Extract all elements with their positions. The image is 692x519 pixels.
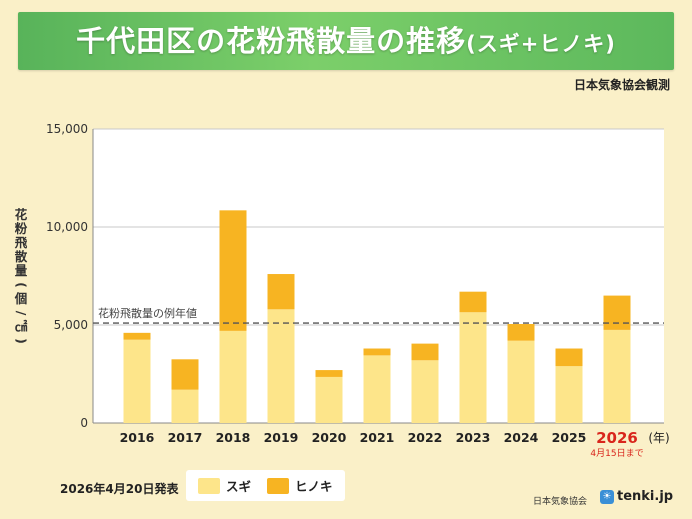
x-tick-label: 2026 <box>596 429 638 447</box>
bar-hinoki <box>459 291 487 313</box>
sun-cloud-logo-icon: ☀ <box>600 489 614 504</box>
bar-sugi <box>363 355 391 423</box>
legend-swatch-hinoki <box>267 477 290 494</box>
x-tick-label: 2017 <box>168 430 203 445</box>
announce-date: 2026年4月20日発表 <box>60 482 179 496</box>
legend-swatch-sugi <box>198 477 220 494</box>
chart-title: 千代田区の花粉飛散量の推移(スギ+ヒノキ) <box>18 12 674 70</box>
bar-sugi <box>267 309 295 423</box>
bar-sugi <box>507 340 535 423</box>
footer-org: 日本気象協会 <box>533 497 588 507</box>
legend-label-hinoki: ヒノキ <box>295 479 333 494</box>
bar-hinoki <box>555 348 583 367</box>
x-axis-unit: (年) <box>648 431 669 445</box>
chart-title-main: 千代田区の花粉飛散量の推移 <box>76 24 467 58</box>
x-tick-label: 2021 <box>360 430 395 445</box>
chart-title-sub: (スギ+ヒノキ) <box>466 32 616 56</box>
bar-hinoki <box>603 295 631 330</box>
legend: スギ ヒノキ <box>186 470 345 501</box>
bar-sugi <box>555 366 583 423</box>
x-tick-label: 2018 <box>216 430 251 445</box>
observation-source: 日本気象協会観測 <box>573 78 670 92</box>
bar-sugi <box>315 376 343 423</box>
bar-hinoki <box>123 332 151 340</box>
bar-sugi <box>603 329 631 423</box>
y-tick-label: 15,000 <box>46 122 88 136</box>
y-tick-label: 10,000 <box>46 220 88 234</box>
x-tick-label: 2016 <box>120 430 155 445</box>
bar-sugi <box>459 312 487 423</box>
title-banner: 千代田区の花粉飛散量の推移(スギ+ヒノキ) <box>18 12 674 70</box>
bar-hinoki <box>267 274 295 310</box>
x-tick-label: 2020 <box>312 430 347 445</box>
bar-hinoki <box>219 210 247 331</box>
y-tick-label: 5,000 <box>54 318 88 332</box>
brand[interactable]: ☀ tenki.jp <box>600 489 673 504</box>
bar-sugi <box>219 330 247 423</box>
highlight-note: 4月15日まで <box>590 448 643 459</box>
x-tick-label: 2025 <box>552 430 587 445</box>
bar-hinoki <box>171 359 199 390</box>
legend-item-hinoki: ヒノキ <box>267 476 333 495</box>
y-tick-label: 0 <box>80 416 88 430</box>
x-tick-label: 2023 <box>456 430 491 445</box>
bar-hinoki <box>507 324 535 341</box>
bar-hinoki <box>315 370 343 377</box>
x-tick-label: 2024 <box>504 430 539 445</box>
brand-name: tenki.jp <box>617 489 674 504</box>
legend-label-sugi: スギ <box>226 479 252 494</box>
bar-sugi <box>171 389 199 423</box>
bar-sugi <box>123 339 151 423</box>
legend-item-sugi: スギ <box>198 476 251 495</box>
y-axis-label: 花粉飛散量(個 / ㎠) <box>14 207 29 344</box>
reference-line-label: 花粉飛散量の例年値 <box>98 306 197 320</box>
x-tick-label: 2019 <box>264 430 299 445</box>
x-tick-label: 2022 <box>408 430 443 445</box>
bar-hinoki <box>411 343 439 361</box>
bar-hinoki <box>363 348 391 356</box>
bar-sugi <box>411 360 439 423</box>
